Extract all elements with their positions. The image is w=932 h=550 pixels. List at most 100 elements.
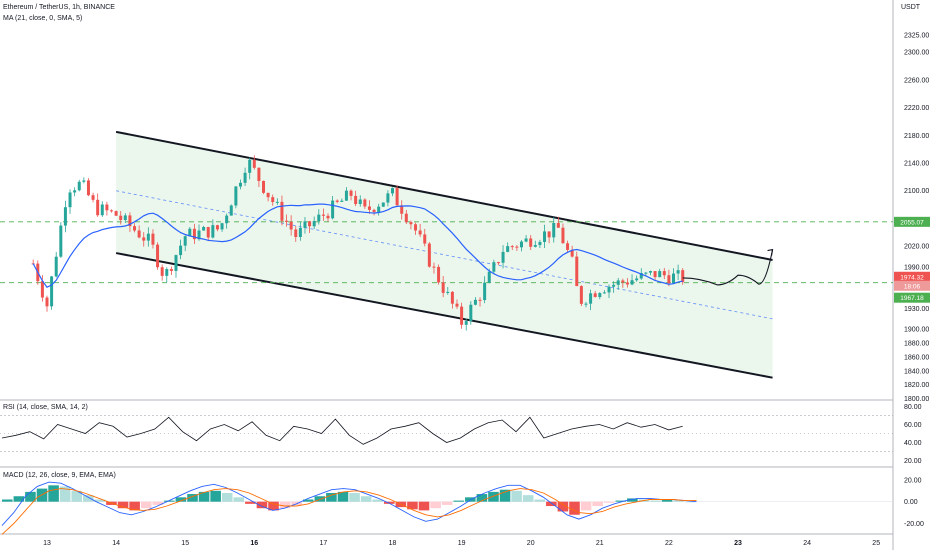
candle-body	[644, 272, 648, 274]
macd-histogram-bar	[430, 501, 441, 509]
candle-body	[676, 270, 680, 274]
candle-body	[202, 227, 206, 231]
candle-body	[266, 192, 270, 198]
price-tick-label: 2140.00	[904, 161, 929, 168]
candle-body	[437, 266, 441, 283]
candle-body	[349, 190, 353, 196]
time-tick-label: 24	[803, 540, 811, 547]
candle-body	[492, 262, 496, 272]
candle-body	[340, 200, 344, 202]
candle-body	[234, 186, 238, 206]
candle-body	[96, 199, 100, 216]
macd-histogram-bar	[580, 501, 592, 511]
candle-body	[243, 172, 247, 183]
macd-histogram-bar	[627, 498, 638, 502]
candle-body	[220, 223, 224, 230]
badge-countdown-bg	[894, 280, 930, 291]
macd-histogram-bar	[534, 499, 546, 502]
macd-histogram-bar	[59, 486, 71, 502]
macd-histogram-bar	[476, 494, 488, 502]
candle-body	[363, 199, 367, 207]
candle-body	[464, 321, 468, 325]
macd-histogram-bar	[117, 501, 129, 509]
candle-body	[662, 271, 666, 276]
candle-body	[455, 303, 459, 307]
candle-body	[275, 201, 279, 203]
rsi-legend[interactable]: RSI (14, close, SMA, 14, 2)	[3, 404, 88, 411]
candle-body	[635, 278, 639, 281]
badge-current-price-bg	[894, 271, 930, 282]
time-tick-label: 23	[734, 540, 742, 547]
candle-body	[381, 202, 385, 207]
candle-body	[262, 180, 266, 193]
candle-body	[105, 204, 109, 211]
macd-histogram-bar	[2, 499, 13, 502]
candle-body	[54, 256, 58, 277]
candle-body	[501, 251, 505, 263]
candle-body	[510, 246, 514, 248]
macd-histogram-bar	[684, 501, 696, 503]
price-tick-label: 1840.00	[904, 368, 929, 375]
macd-histogram-bar	[245, 501, 256, 504]
candle-body	[566, 243, 570, 250]
candle-body	[427, 243, 431, 267]
macd-histogram-bar	[48, 485, 59, 502]
candle-body	[372, 209, 376, 213]
macd-histogram-bar	[557, 501, 569, 512]
ma-legend[interactable]: MA (21, close, 0, SMA, 5)	[3, 15, 83, 22]
macd-histogram-bar	[383, 501, 395, 504]
candle-body	[298, 227, 302, 238]
candle-body	[607, 286, 611, 293]
candle-body	[460, 306, 464, 325]
macd-histogram-bar	[94, 499, 106, 502]
macd-tick-label: 20.00	[904, 477, 922, 484]
candle-body	[570, 249, 574, 257]
candle-body	[404, 213, 408, 223]
candle-body	[109, 210, 113, 212]
macd-histogram-bar	[140, 501, 152, 509]
macd-histogram-bar	[569, 501, 580, 515]
macd-histogram-bar	[465, 497, 476, 502]
candle-body	[248, 159, 252, 173]
price-tick-label: 2260.00	[904, 77, 929, 84]
macd-histogram-bar	[499, 489, 511, 502]
candle-body	[257, 167, 261, 181]
candle-body	[289, 221, 293, 230]
time-tick-label: 14	[112, 540, 120, 547]
channel-fill	[116, 131, 773, 378]
rsi-tick-label: 60.00	[904, 422, 922, 429]
macd-histogram-bar	[511, 490, 522, 502]
candle-body	[593, 293, 597, 298]
macd-histogram-bar	[13, 496, 25, 502]
candle-body	[179, 245, 183, 256]
time-tick-label: 19	[458, 540, 466, 547]
price-tick-label: 1930.00	[904, 306, 929, 313]
candle-body	[50, 276, 54, 307]
macd-line	[1, 481, 697, 526]
candle-body	[395, 188, 399, 206]
candle-body	[174, 255, 178, 271]
macd-legend[interactable]: MACD (12, 26, close, 9, EMA, EMA)	[3, 472, 116, 479]
candle-body	[496, 262, 500, 264]
candle-body	[483, 282, 487, 301]
candle-body	[225, 215, 229, 224]
candle-body	[280, 201, 284, 221]
time-tick-label: 21	[596, 540, 604, 547]
macd-histogram-bar	[349, 492, 360, 502]
candle-body	[91, 195, 95, 200]
currency-label: USDT	[901, 4, 921, 11]
macd-histogram-bar	[71, 490, 83, 502]
macd-histogram-bar	[175, 497, 187, 502]
time-tick-label: 15	[181, 540, 189, 547]
candle-body	[515, 246, 519, 248]
macd-histogram-bar	[268, 501, 279, 511]
price-tick-label: 2325.00	[904, 32, 929, 39]
candle-body	[40, 281, 44, 298]
candle-body	[335, 200, 339, 202]
macd-histogram-bar	[326, 492, 337, 502]
macd-histogram-bar	[256, 501, 268, 509]
macd-histogram-bar	[546, 501, 557, 507]
candle-body	[469, 304, 473, 322]
candle-body	[547, 231, 551, 238]
